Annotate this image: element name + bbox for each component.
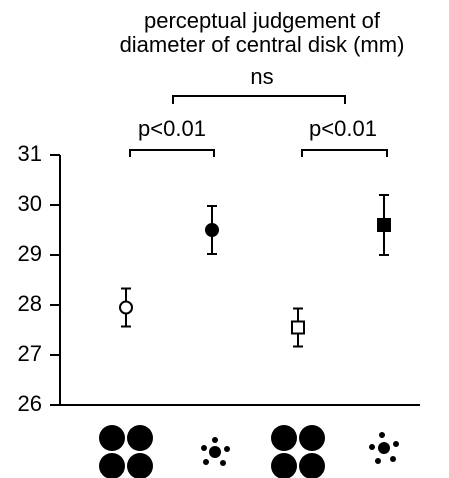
marker [119, 300, 133, 315]
axis [59, 155, 420, 406]
marker [205, 223, 219, 237]
chart-title: perceptual judgement of [144, 8, 381, 33]
stimulus-icon [99, 425, 399, 478]
bracket [129, 149, 215, 157]
y-tick-label: 29 [18, 241, 42, 266]
annotation: p<0.01 [309, 116, 377, 141]
y-tick-label: 27 [18, 341, 42, 366]
bracket [172, 95, 346, 104]
bracket [301, 149, 388, 157]
marker [291, 320, 305, 335]
marker [377, 218, 391, 232]
annotation: p<0.01 [138, 116, 206, 141]
y-tick-label: 26 [18, 391, 42, 416]
y-tick-label: 30 [18, 191, 42, 216]
y-tick-label: 28 [18, 291, 42, 316]
y-tick-label: 31 [18, 141, 42, 166]
annotation: ns [250, 64, 273, 89]
chart-title: diameter of central disk (mm) [120, 32, 405, 57]
